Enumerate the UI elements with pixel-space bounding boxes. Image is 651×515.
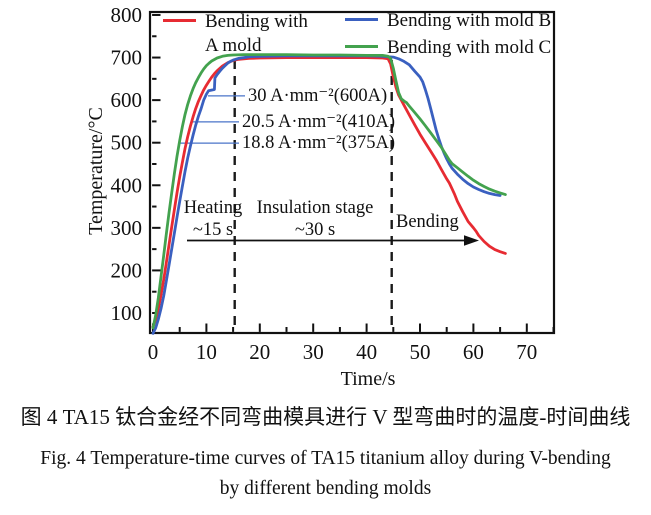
stage-arrow-head [464,235,479,246]
stage-label-bending: Bending [396,212,459,232]
stage-insulation-line1: Insulation stage [256,198,374,218]
x-axis-ticks: 0 10 20 30 40 50 60 70 [148,323,555,364]
caption-chinese: 图 4 TA15 钛合金经不同弯曲模具进行 V 型弯曲时的温度-时间曲线 [20,405,631,429]
legend-label-mold-a-line2: A mold [205,35,262,56]
y-axis-ticks: 100 200 300 400 500 600 700 800 [111,3,161,325]
y-tick-label: 700 [111,46,143,70]
y-tick-label: 200 [111,258,143,282]
temperature-time-chart: 0 10 20 30 40 50 60 70 100 200 300 400 500 600 700 800 [111,3,556,364]
stage-heating-line1: Heating [183,198,243,218]
curve-mold-a [151,56,507,329]
caption-english-line1: Fig. 4 Temperature-time curves of TA15 t… [40,448,611,469]
y-tick-label: 300 [111,216,143,240]
legend-swatch-green [345,45,378,49]
legend-item-mold-a: Bending with A mold [163,10,308,58]
y-tick-label: 500 [111,131,143,155]
x-tick-label: 70 [516,340,537,364]
x-axis-title: Time/s [340,368,396,390]
stage-label-insulation: Insulation stage ~30 s [250,197,380,241]
caption-english-line2: by different bending molds [219,478,432,499]
annotation-current-410A: 20.5 A·mm⁻²(410A) [242,111,396,132]
y-axis-title: Temperature/°C [85,107,107,235]
plot-frame [148,10,556,335]
annotation-current-600A: 30 A·mm⁻²(600A) [248,85,388,106]
annotation-current-375A: 18.8 A·mm⁻²(375A) [242,133,396,154]
y-tick-label: 600 [111,88,143,112]
x-tick-label: 50 [410,340,431,364]
stage-heating-line2: ~15 s [192,220,234,240]
legend-label-mold-a-line1: Bending with [205,11,308,32]
x-tick-label: 0 [148,340,159,364]
y-tick-label: 800 [111,3,143,27]
chart-area: 0 10 20 30 40 50 60 70 100 200 300 400 500 600 700 800 … [85,3,556,390]
stage-insulation-line2: ~30 s [294,220,336,240]
curve-mold-b [151,54,502,335]
x-tick-label: 40 [356,340,377,364]
legend-label-mold-b: Bending with mold B [387,10,552,31]
y-tick-label: 400 [111,173,143,197]
y-tick-label: 100 [111,301,143,325]
x-tick-label: 10 [196,340,217,364]
legend-label-mold-c: Bending with mold C [387,37,552,58]
stage-label-heating: Heating ~15 s [181,197,245,241]
x-tick-label: 60 [463,340,484,364]
legend-label-mold-a: Bending with A mold [205,10,308,58]
curve-mold-c [151,53,507,330]
x-tick-label: 30 [303,340,324,364]
legend-item-mold-c: Bending with mold C [345,36,551,60]
legend-item-mold-b: Bending with mold B [345,9,551,33]
x-tick-label: 20 [249,340,270,364]
legend-swatch-red [163,19,196,23]
legend-swatch-blue [345,18,378,22]
